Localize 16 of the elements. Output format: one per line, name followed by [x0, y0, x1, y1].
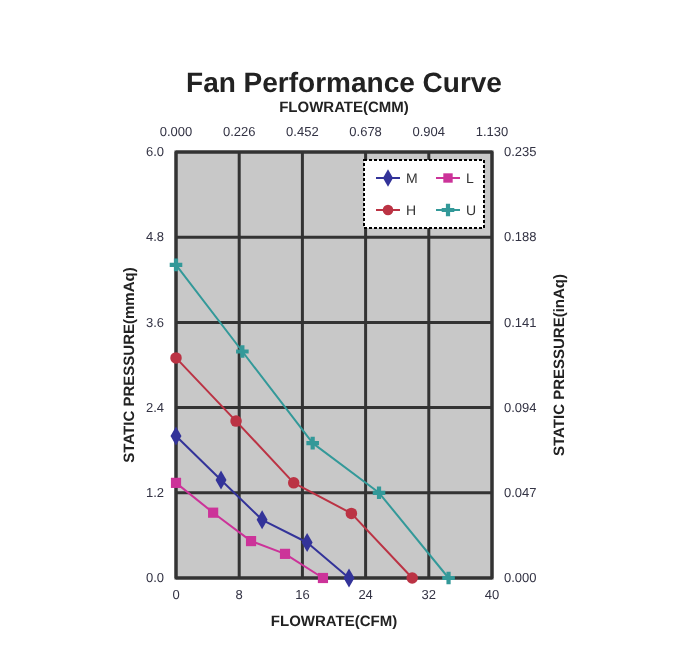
point	[245, 535, 257, 547]
point	[442, 571, 455, 585]
point	[170, 477, 182, 488]
point	[236, 345, 249, 358]
point	[306, 436, 319, 450]
point	[345, 507, 358, 520]
point	[170, 352, 182, 364]
point	[287, 477, 300, 489]
chart-title: Fan Performance Curve	[186, 66, 503, 98]
point	[406, 572, 418, 584]
point	[372, 486, 386, 500]
point	[169, 258, 183, 272]
point	[317, 572, 329, 584]
point	[208, 507, 219, 518]
point	[279, 548, 291, 559]
point	[230, 415, 242, 427]
